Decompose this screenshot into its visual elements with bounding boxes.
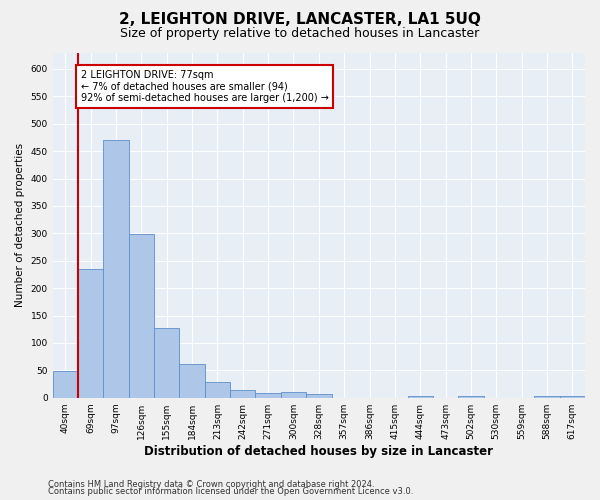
Bar xyxy=(103,140,129,398)
Text: Contains public sector information licensed under the Open Government Licence v3: Contains public sector information licen… xyxy=(48,487,413,496)
X-axis label: Distribution of detached houses by size in Lancaster: Distribution of detached houses by size … xyxy=(145,444,493,458)
Bar xyxy=(78,269,103,398)
Text: 2 LEIGHTON DRIVE: 77sqm
← 7% of detached houses are smaller (94)
92% of semi-det: 2 LEIGHTON DRIVE: 77sqm ← 7% of detached… xyxy=(80,70,328,103)
Text: 2, LEIGHTON DRIVE, LANCASTER, LA1 5UQ: 2, LEIGHTON DRIVE, LANCASTER, LA1 5UQ xyxy=(119,12,481,28)
Bar xyxy=(407,396,433,398)
Bar xyxy=(560,396,585,398)
Text: Contains HM Land Registry data © Crown copyright and database right 2024.: Contains HM Land Registry data © Crown c… xyxy=(48,480,374,489)
Bar xyxy=(179,364,205,398)
Bar xyxy=(535,396,560,398)
Bar xyxy=(154,328,179,398)
Bar xyxy=(230,390,256,398)
Text: Size of property relative to detached houses in Lancaster: Size of property relative to detached ho… xyxy=(121,28,479,40)
Bar xyxy=(129,234,154,398)
Bar xyxy=(53,372,78,398)
Y-axis label: Number of detached properties: Number of detached properties xyxy=(15,143,25,307)
Bar xyxy=(205,382,230,398)
Bar xyxy=(306,394,332,398)
Bar xyxy=(458,396,484,398)
Bar xyxy=(281,392,306,398)
Bar xyxy=(256,393,281,398)
